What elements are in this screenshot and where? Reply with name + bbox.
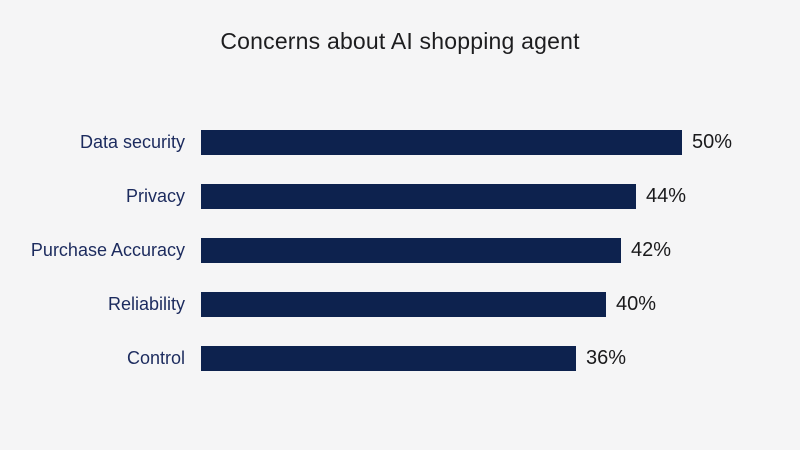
bar — [201, 238, 621, 263]
value-label: 50% — [692, 131, 733, 153]
bar-chart: Data security 50% Privacy 44% Purchase Accur… — [0, 130, 800, 371]
category-label: Control — [126, 348, 185, 368]
bar-row: Reliability 40% — [0, 292, 800, 317]
category-label: Reliability — [107, 294, 185, 314]
bar-row: Control 36% — [0, 346, 800, 371]
value-label: 44% — [646, 185, 687, 207]
value-label: 40% — [616, 293, 657, 315]
bar — [201, 292, 606, 317]
value-label: 42% — [631, 239, 672, 261]
category-label: Privacy — [125, 186, 185, 206]
category-label: Data security — [79, 132, 185, 152]
bar — [201, 346, 576, 371]
value-label: 36% — [586, 347, 627, 369]
bar-row: Privacy 44% — [0, 184, 800, 209]
bar-row: Purchase Accuracy 42% — [0, 238, 800, 263]
bar — [201, 130, 682, 155]
bar-row: Data security 50% — [0, 130, 800, 155]
bar — [201, 184, 636, 209]
chart-title: Concerns about AI shopping agent — [220, 28, 580, 54]
category-label: Purchase Accuracy — [30, 240, 185, 260]
